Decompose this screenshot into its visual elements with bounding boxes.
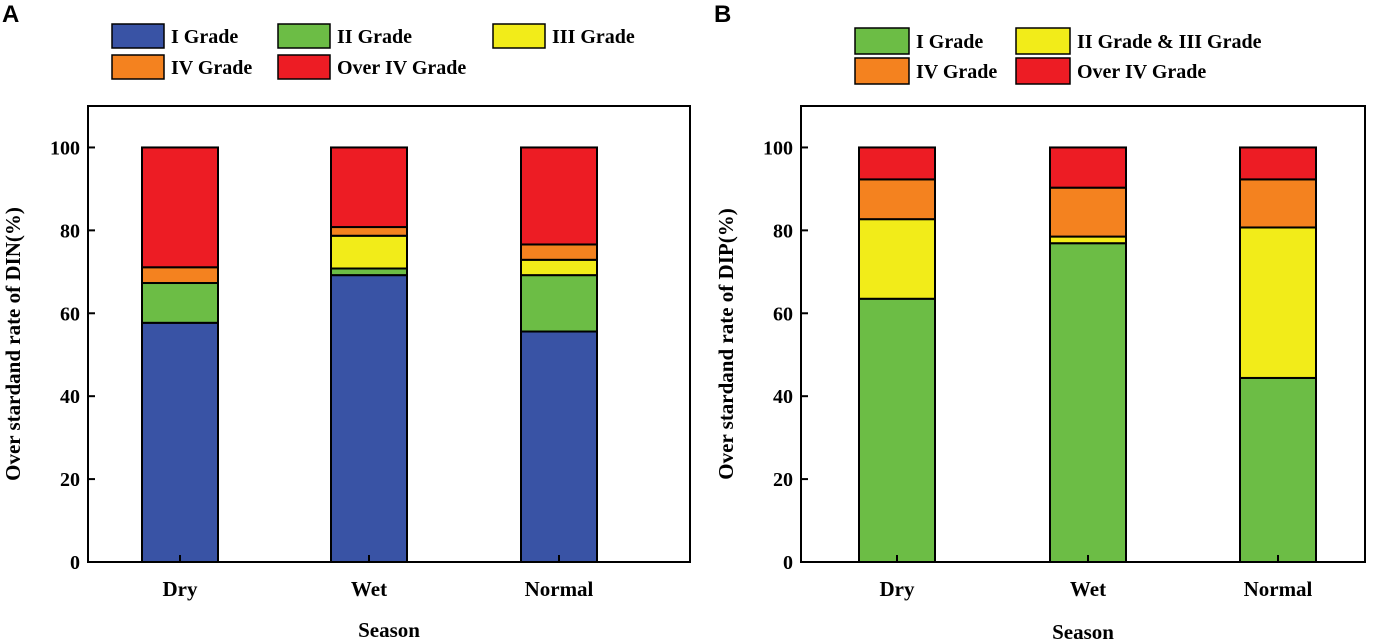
dip-bar-wet-series-0 [1049,242,1127,563]
dip-legend-label: Over IV Grade [1077,61,1206,83]
dip-y-axis-title: Over stardand rate of DIP(%) [714,208,738,479]
dip-x-tick-label: Normal [1244,577,1313,601]
din-stacked-bar-chart: 0 20 40 60 80 100 Dry Wet Normal Season Over stard… [1,23,691,642]
din-legend-swatch [111,54,165,80]
din-x-tick-label: Normal [525,577,594,601]
dip-y-tick-label: 20 [773,469,793,491]
din-x-axis-title: Season [358,618,420,642]
dip-stacked-bar-chart: 0 20 40 60 80 100 Dry Wet Normal Season Over stard… [714,27,1366,643]
din-bar-wet-series-4 [330,146,408,229]
dip-y-tick-label: 60 [773,303,793,325]
dip-bar-dry-series-2 [858,178,936,221]
dip-x-axis-title: Season [1052,620,1114,643]
din-legend-swatch [492,23,546,49]
dip-bar-normal-series-3 [1239,146,1317,181]
din-bar-dry-series-1 [141,282,219,324]
dip-bar-wet-series-3 [1049,146,1127,189]
din-bar-normal-series-3 [520,243,598,261]
din-legend-label: III Grade [552,26,635,48]
dip-legend-label: IV Grade [916,61,997,83]
din-y-tick-label: 40 [60,386,80,408]
din-bar-wet-series-2 [330,234,408,270]
dip-bar-dry-series-3 [858,146,936,181]
din-x-tick-label: Wet [351,577,387,601]
dip-x-tick-label: Dry [880,577,915,601]
dip-x-tick-label: Wet [1070,577,1106,601]
din-plot-frame [87,105,691,563]
dip-bar-dry-series-0 [858,297,936,563]
panel-label-b: B [714,1,731,28]
dip-bar-normal-series-2 [1239,178,1317,229]
din-bar-normal-series-1 [520,274,598,333]
din-bar-dry-series-0 [141,321,219,564]
dip-plot-frame [800,105,1366,563]
din-bar-normal-series-0 [520,330,598,563]
dip-y-tick-label: 100 [763,137,793,159]
din-legend-swatch [111,23,165,49]
panel-label-a: A [2,1,19,28]
dip-legend-swatch [854,27,910,55]
din-legend-label: II Grade [337,26,412,48]
din-bar-wet-series-3 [330,226,408,237]
din-y-axis-title: Over stardand rate of DIN(%) [1,207,25,481]
dip-legend-label: I Grade [916,31,983,53]
dip-y-tick-label: 0 [783,552,793,574]
dip-y-tick-label: 80 [773,220,793,242]
din-bar-normal-series-2 [520,258,598,277]
din-legend-swatch [277,23,331,49]
dip-legend-swatch [1015,57,1071,85]
din-legend-label: I Grade [171,26,238,48]
din-legend-swatch [277,54,331,80]
din-y-tick-label: 20 [60,469,80,491]
din-bar-wet-series-0 [330,274,408,563]
din-legend-label: Over IV Grade [337,57,466,79]
dip-bar-wet-series-2 [1049,186,1127,238]
dip-legend-swatch [854,57,910,85]
din-y-tick-label: 100 [50,137,80,159]
dip-legend-label: II Grade & III Grade [1077,31,1262,53]
din-bar-dry-series-3 [141,266,219,285]
din-y-tick-label: 0 [70,552,80,574]
din-x-tick-label: Dry [163,577,198,601]
dip-legend-swatch [1015,27,1071,55]
dip-y-tick-label: 40 [773,386,793,408]
din-y-tick-label: 60 [60,303,80,325]
dip-bar-normal-series-1 [1239,226,1317,379]
din-y-tick-label: 80 [60,220,80,242]
din-bar-normal-series-4 [520,146,598,246]
dip-bar-normal-series-0 [1239,376,1317,563]
dip-bar-dry-series-1 [858,218,936,300]
din-bar-dry-series-4 [141,146,219,269]
din-legend-label: IV Grade [171,57,252,79]
